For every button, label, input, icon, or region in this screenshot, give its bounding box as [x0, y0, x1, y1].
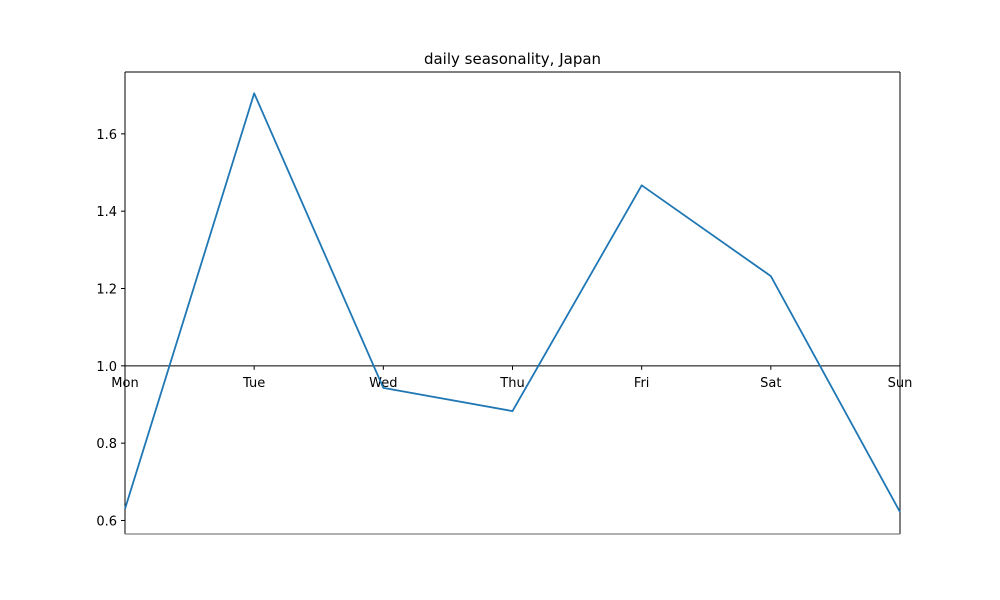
- y-tick-label: 0.8: [96, 437, 117, 452]
- y-tick-label: 1.0: [96, 360, 117, 375]
- y-tick-label: 1.6: [96, 128, 117, 143]
- y-tick-label: 1.4: [96, 205, 117, 220]
- x-axis: Mon Tue Wed Thu Fri Sat Sun: [111, 365, 913, 391]
- x-tick-label-sun: Sun: [888, 376, 913, 391]
- x-tick-label-tue: Tue: [242, 376, 265, 391]
- series-layer: [124, 92, 901, 513]
- y-tick-label: 1.2: [96, 283, 117, 298]
- x-tick-label-fri: Fri: [634, 376, 650, 391]
- y-tick-label: 0.6: [96, 514, 117, 529]
- chart-title: daily seasonality, Japan: [424, 50, 601, 68]
- x-tick-label-thu: Thu: [499, 376, 524, 391]
- x-tick-label-sat: Sat: [760, 376, 781, 391]
- y-axis: 0.6 0.8 1.0 1.2 1.4 1.6: [96, 128, 125, 529]
- series-line-0: [124, 92, 901, 513]
- x-tick-label-wed: Wed: [369, 376, 397, 391]
- x-tick-label-mon: Mon: [111, 376, 138, 391]
